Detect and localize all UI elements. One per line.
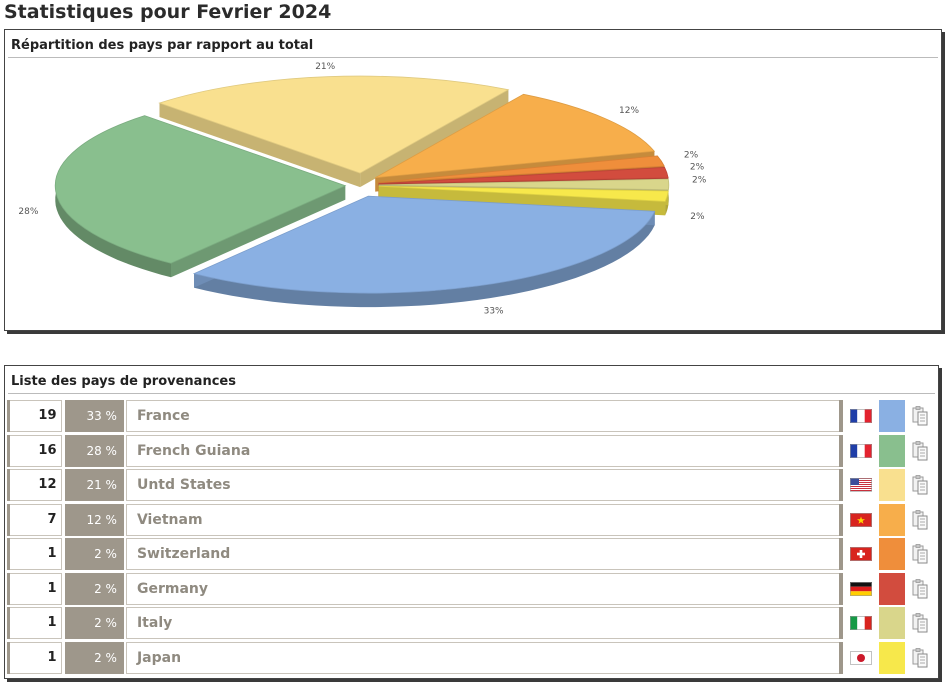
legend-color-swatch	[878, 607, 906, 639]
visit-percent: 28 %	[64, 434, 124, 467]
visit-percent: 2 %	[64, 641, 124, 674]
visit-count: 7	[9, 503, 62, 536]
legend-color-swatch	[878, 538, 906, 570]
legend-color-swatch	[878, 434, 906, 467]
pie-slice-italy	[378, 178, 670, 191]
row-right-bar	[838, 434, 843, 467]
pie-slice-label: 28%	[18, 207, 38, 217]
pie-slice-label: 33%	[484, 306, 504, 316]
pie-slice-french-guiana	[54, 115, 347, 264]
pie-slice-side	[194, 211, 655, 308]
country-name: French Guiana	[125, 434, 839, 467]
row-left-bar	[7, 503, 10, 536]
clipboard-copy-icon[interactable]	[905, 573, 935, 605]
pie-slice-label: 2%	[684, 150, 699, 160]
visit-count: 1	[9, 572, 62, 605]
clipboard-copy-icon[interactable]	[905, 400, 935, 432]
flag-germany-icon	[845, 573, 877, 605]
clipboard-copy-icon[interactable]	[905, 469, 935, 501]
pie-slice-vietnam	[375, 93, 656, 179]
row-right-bar	[838, 641, 843, 674]
page-title: Statistiques pour Fevrier 2024	[4, 1, 332, 23]
visit-percent: 2 %	[64, 572, 124, 605]
legend-color-swatch	[878, 572, 906, 605]
pie-slice-edge	[360, 89, 509, 188]
pie-slice-france	[192, 195, 656, 294]
table-row: 19 33 % France	[7, 400, 935, 432]
visit-count: 12	[9, 469, 62, 501]
row-left-bar	[7, 469, 10, 501]
legend-color-swatch	[878, 469, 906, 501]
country-name: Untd States	[125, 469, 839, 501]
clipboard-copy-icon[interactable]	[905, 435, 935, 467]
country-list-panel: Liste des pays de provenances 19 33 % Fran…	[4, 365, 939, 679]
pie-slice-edge	[170, 185, 346, 278]
row-left-bar	[7, 538, 10, 570]
table-row: 16 28 % French Guiana	[7, 434, 935, 467]
clipboard-copy-icon[interactable]	[905, 607, 935, 639]
clipboard-copy-icon[interactable]	[905, 538, 935, 570]
pie-slice-label: 12%	[619, 106, 639, 116]
pie-slice-label: 21%	[315, 62, 335, 72]
visit-percent: 2 %	[64, 538, 124, 570]
country-name: Italy	[125, 607, 839, 639]
visit-percent: 21 %	[64, 469, 124, 501]
legend-color-swatch	[878, 503, 906, 536]
pie-slice-label: 2%	[690, 212, 705, 222]
visit-count: 1	[9, 607, 62, 639]
country-name: Switzerland	[125, 538, 839, 570]
legend-color-swatch	[878, 641, 906, 674]
row-right-bar	[838, 572, 843, 605]
pie-slice-label: 2%	[692, 175, 707, 185]
clipboard-copy-icon[interactable]	[905, 504, 935, 536]
flag-france-icon	[845, 400, 877, 432]
pie-slice-germany	[378, 167, 669, 185]
visit-count: 19	[9, 400, 62, 432]
chart-panel-title: Répartition des pays par rapport au tota…	[8, 30, 938, 58]
flag-switzerland-icon	[845, 538, 877, 570]
visit-percent: 12 %	[64, 503, 124, 536]
row-right-bar	[838, 538, 843, 570]
pie-slice-untd-states	[158, 75, 510, 174]
row-right-bar	[838, 503, 843, 536]
legend-color-swatch	[878, 400, 906, 432]
visit-percent: 2 %	[64, 607, 124, 639]
table-row: 12 21 % Untd States	[7, 469, 935, 501]
visit-percent: 33 %	[64, 400, 124, 432]
flag-france-icon	[845, 435, 877, 467]
row-left-bar	[7, 400, 10, 432]
list-panel-title: Liste des pays de provenances	[8, 366, 935, 394]
row-left-bar	[7, 607, 10, 639]
visit-count: 1	[9, 641, 62, 674]
row-right-bar	[838, 607, 843, 639]
flag-usa-icon	[845, 469, 877, 501]
visit-count: 1	[9, 538, 62, 570]
country-list: 19 33 % France 16 28 % French Guiana 12 21 % Unt…	[7, 400, 935, 676]
flag-italy-icon	[845, 607, 877, 639]
flag-vietnam-icon	[845, 504, 877, 536]
country-name: Germany	[125, 572, 839, 605]
pie-chart: 33% 28% 21% 12% 2% 2% 2% 2%	[18, 62, 707, 316]
pie-slice-japan	[378, 185, 669, 202]
row-left-bar	[7, 434, 10, 467]
row-left-bar	[7, 572, 10, 605]
pie-slice-label: 2%	[690, 163, 705, 173]
flag-japan-icon	[845, 642, 877, 674]
table-row: 7 12 % Vietnam	[7, 503, 935, 536]
clipboard-copy-icon[interactable]	[905, 642, 935, 674]
chart-panel: Répartition des pays par rapport au tota…	[4, 29, 942, 331]
row-right-bar	[838, 400, 843, 432]
country-name: Vietnam	[125, 503, 839, 536]
row-left-bar	[7, 641, 10, 674]
country-name: Japan	[125, 641, 839, 674]
country-name: France	[125, 400, 839, 432]
visit-count: 16	[9, 434, 62, 467]
pie-slice-edge	[159, 103, 361, 188]
pie-slice-switzerland	[378, 155, 665, 183]
row-right-bar	[838, 469, 843, 501]
